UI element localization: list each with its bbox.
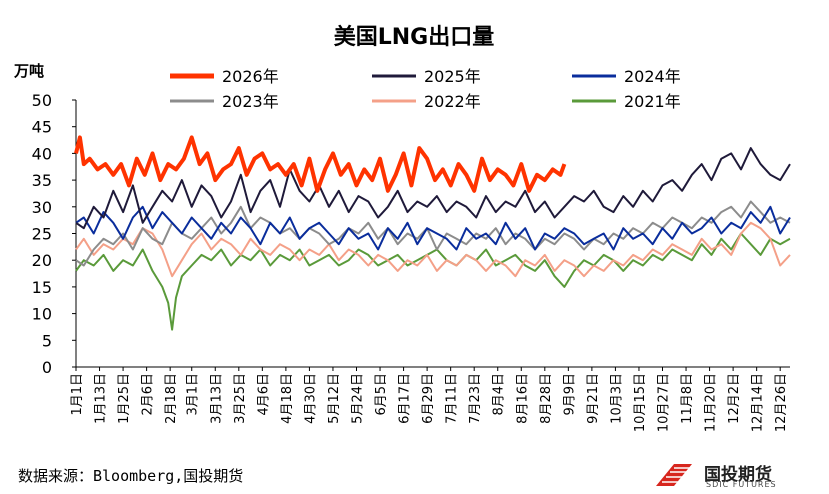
y-tick-label: 15 bbox=[32, 278, 52, 297]
x-tick-label: 8月4日 bbox=[492, 373, 507, 416]
legend-label: 2026年 bbox=[222, 67, 279, 86]
x-tick-label: 3月25日 bbox=[233, 373, 248, 424]
x-tick-label: 4月6日 bbox=[256, 373, 271, 416]
x-tick-label: 12月14日 bbox=[751, 373, 766, 432]
y-tick-label: 35 bbox=[32, 171, 52, 190]
x-tick-label: 3月13日 bbox=[209, 373, 224, 424]
series-line-2024年 bbox=[75, 205, 791, 251]
x-tick-label: 8月16日 bbox=[515, 373, 530, 424]
x-axis-ticks: 1月1日 1月13日 1月25日 2月6日 2月18日 3月1日 3月13日 3月25日 4月6… bbox=[70, 367, 789, 432]
x-tick-label: 12月2日 bbox=[727, 373, 742, 424]
series-line-2023年 bbox=[75, 200, 791, 267]
x-tick-label: 4月30日 bbox=[303, 373, 318, 424]
series-line-2025年 bbox=[75, 147, 791, 230]
x-tick-label: 10月15日 bbox=[633, 373, 648, 432]
x-tick-label: 5月12日 bbox=[327, 373, 342, 424]
y-tick-label: 25 bbox=[32, 225, 52, 244]
y-tick-label: 40 bbox=[32, 144, 52, 163]
legend: 2026年 2025年 2024年 2023年 2022年 2021年 bbox=[170, 67, 681, 111]
x-tick-label: 5月24日 bbox=[351, 373, 366, 424]
source-note: 数据来源：Bloomberg,国投期货 bbox=[18, 467, 244, 485]
y-axis-unit-label: 万吨 bbox=[13, 62, 44, 80]
x-tick-label: 10月27日 bbox=[657, 373, 672, 432]
x-tick-label: 1月25日 bbox=[117, 373, 132, 424]
logo-mark-icon bbox=[656, 464, 692, 486]
y-tick-label: 0 bbox=[42, 358, 52, 377]
logo-name: 国投期货 bbox=[704, 465, 772, 485]
x-tick-label: 9月21日 bbox=[586, 373, 601, 424]
x-tick-label: 1月1日 bbox=[70, 373, 85, 416]
legend-label: 2022年 bbox=[424, 92, 481, 111]
y-tick-label: 45 bbox=[32, 118, 52, 137]
y-tick-label: 30 bbox=[32, 198, 52, 217]
x-tick-label: 8月28日 bbox=[539, 373, 554, 424]
x-tick-label: 7月11日 bbox=[445, 373, 460, 424]
x-tick-label: 3月1日 bbox=[186, 373, 201, 416]
legend-label: 2023年 bbox=[222, 92, 279, 111]
x-tick-label: 6月17日 bbox=[398, 373, 413, 424]
x-tick-label: 1月13日 bbox=[94, 373, 109, 424]
chart-title: 美国LNG出口量 bbox=[334, 24, 495, 50]
x-tick-label: 12月26日 bbox=[774, 373, 789, 432]
series-line-2026年 bbox=[74, 135, 567, 193]
y-tick-label: 5 bbox=[42, 331, 52, 350]
x-tick-label: 6月29日 bbox=[421, 373, 436, 424]
x-tick-label: 11月20日 bbox=[704, 373, 719, 432]
x-tick-label: 2月6日 bbox=[141, 373, 156, 416]
x-tick-label: 2月18日 bbox=[164, 373, 179, 424]
x-tick-label: 7月23日 bbox=[468, 373, 483, 424]
x-tick-label: 11月8日 bbox=[680, 373, 695, 424]
x-tick-label: 4月18日 bbox=[280, 373, 295, 424]
series-line-2021年 bbox=[75, 232, 791, 331]
series-lines bbox=[74, 135, 791, 331]
logo-subtitle: SDIC FUTURES bbox=[706, 480, 777, 489]
series-line-2022年 bbox=[75, 221, 791, 278]
axes bbox=[75, 100, 790, 368]
legend-label: 2025年 bbox=[424, 67, 481, 86]
y-axis-ticks: 0 5 10 15 20 25 30 35 40 45 50 bbox=[32, 91, 76, 377]
brand-logo: 国投期货 SDIC FUTURES bbox=[644, 460, 814, 490]
x-tick-label: 10月3日 bbox=[609, 373, 624, 424]
y-tick-label: 20 bbox=[32, 251, 52, 270]
y-tick-label: 10 bbox=[32, 305, 52, 324]
x-tick-label: 9月9日 bbox=[562, 373, 577, 416]
x-tick-label: 6月5日 bbox=[374, 373, 389, 416]
y-tick-label: 50 bbox=[32, 91, 52, 110]
legend-label: 2021年 bbox=[624, 92, 681, 111]
legend-label: 2024年 bbox=[624, 67, 681, 86]
